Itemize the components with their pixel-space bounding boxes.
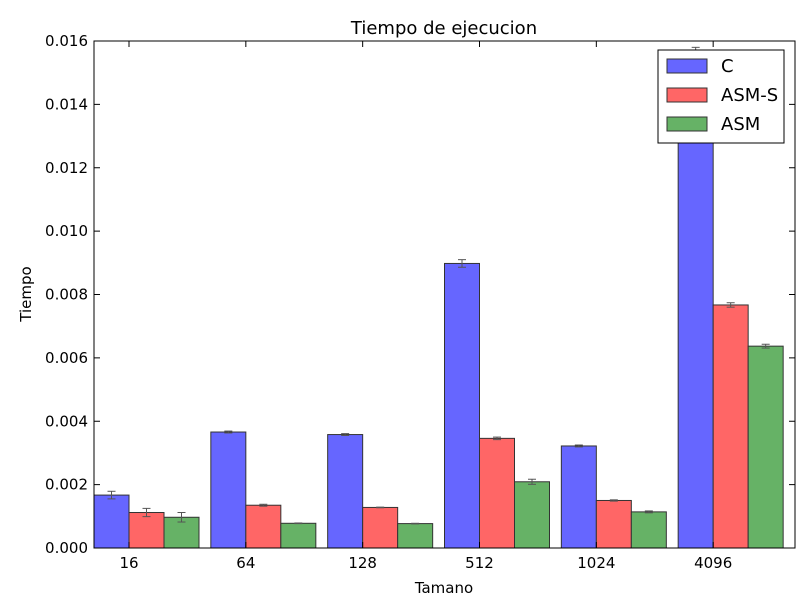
bar-ASM-S-512 (479, 437, 515, 548)
legend-swatch-ASM (666, 116, 708, 132)
bar-ASM-1024 (630, 511, 667, 548)
legend-swatch-C (666, 58, 708, 74)
y-tick-label: 0.004 (45, 412, 88, 430)
bar-ASM-512 (514, 481, 550, 548)
chart-title: Tiempo de ejecucion (350, 18, 537, 39)
legend-label-ASM: ASM (721, 114, 760, 135)
bar-C-64 (210, 431, 247, 548)
bar-ASM-128 (397, 523, 434, 548)
bar-C-512 (444, 262, 480, 548)
y-tick-label: 0.014 (45, 95, 88, 113)
y-tick-label: 0.016 (45, 32, 88, 50)
bar-ASM-S-128 (362, 506, 399, 548)
y-tick-label: 0.012 (45, 159, 88, 177)
bar-ASM-64 (280, 522, 317, 548)
bar-ASM-S-1024 (595, 499, 632, 548)
y-tick-label: 0.010 (45, 222, 88, 240)
legend-swatch-ASM-S (666, 87, 708, 103)
x-tick-label: 512 (465, 554, 494, 572)
x-tick-label: 128 (348, 554, 377, 572)
x-tick-label: 4096 (694, 554, 732, 572)
y-tick-label: 0.006 (45, 349, 88, 367)
bar-C-128 (327, 434, 364, 548)
legend: C ASM-S ASM (657, 49, 785, 144)
y-axis-label: Tiempo (17, 266, 35, 322)
y-tick-label: 0.008 (45, 286, 88, 304)
x-tick-label: 64 (236, 554, 255, 572)
x-tick-label: 16 (119, 554, 138, 572)
y-tick-label: 0.002 (45, 476, 88, 494)
x-tick-label: 1024 (577, 554, 615, 572)
y-tick-label: 0.000 (45, 539, 88, 557)
legend-label-ASM-S: ASM-S (721, 85, 778, 106)
bar-ASM-4096 (747, 345, 784, 548)
bar-ASM-S-16 (128, 512, 165, 548)
bar-C-16 (94, 494, 130, 548)
bar-ASM-S-4096 (712, 304, 749, 548)
bar-ASM-S-64 (245, 504, 282, 548)
legend-label-C: C (721, 56, 734, 77)
x-axis-label: Tamano (414, 579, 473, 597)
bar-C-1024 (560, 445, 597, 548)
